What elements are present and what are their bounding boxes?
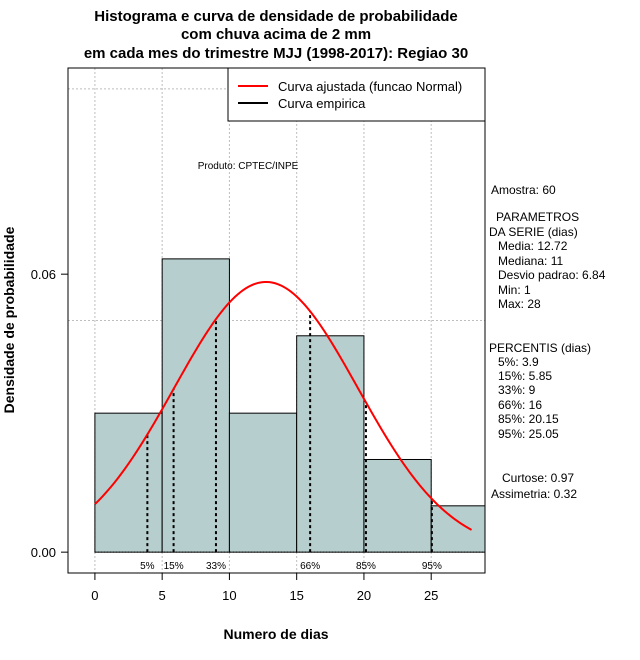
stat-min: Min: 1 bbox=[498, 283, 531, 297]
stat-p66: 66%: 16 bbox=[498, 398, 542, 412]
stat-media: Media: 12.72 bbox=[498, 239, 568, 253]
x-axis: 0 5 10 15 20 25 bbox=[91, 572, 438, 603]
grid-lines bbox=[68, 68, 485, 573]
legend-box bbox=[227, 67, 486, 122]
percentile-label-33pct: 33% bbox=[206, 561, 226, 572]
histogram-bar-3 bbox=[296, 335, 365, 553]
x-tick-label-0: 0 bbox=[91, 588, 98, 603]
stat-params-title-2: DA SERIE (dias) bbox=[489, 225, 578, 239]
histogram-bar-4 bbox=[363, 458, 432, 553]
y-tick-label-0: 0.00 bbox=[31, 545, 56, 560]
stat-curtose: Curtose: 0.97 bbox=[502, 471, 574, 485]
x-tick-label-5: 25 bbox=[424, 588, 438, 603]
stat-params-title-1: PARAMETROS bbox=[496, 210, 579, 224]
x-axis-title: Numero de dias bbox=[223, 626, 328, 642]
histogram-bar-0 bbox=[94, 412, 163, 553]
y-axis: 0.00 0.06 bbox=[31, 267, 68, 560]
y-axis-title: Densidade de probabilidade bbox=[1, 226, 17, 413]
stat-assimetria: Assimetria: 0.32 bbox=[491, 487, 577, 501]
product-note: Produto: CPTEC/INPE bbox=[198, 161, 299, 172]
stat-p33: 33%: 9 bbox=[498, 383, 536, 397]
fitted-curve bbox=[94, 280, 473, 531]
x-tick-label-3: 15 bbox=[289, 588, 303, 603]
histogram-bars bbox=[94, 258, 486, 553]
stats-panel: Amostra: 60 PARAMETROS DA SERIE (dias) M… bbox=[489, 183, 606, 501]
legend: Curva ajustada (funcao Normal) Curva emp… bbox=[227, 67, 486, 122]
stat-p85: 85%: 20.15 bbox=[498, 412, 559, 426]
percentile-label-5pct: 5% bbox=[140, 561, 155, 572]
x-tick-label-4: 20 bbox=[357, 588, 371, 603]
stat-mediana: Mediana: 11 bbox=[498, 254, 563, 268]
histogram-bar-1 bbox=[161, 258, 230, 553]
legend-label-empirical: Curva empirica bbox=[278, 96, 366, 111]
percentile-label-95pct: 95% bbox=[422, 561, 442, 572]
y-tick-label-1: 0.06 bbox=[31, 267, 56, 282]
legend-label-normal: Curva ajustada (funcao Normal) bbox=[278, 79, 462, 94]
histogram-bar-2 bbox=[228, 412, 298, 553]
stat-p5: 5%: 3.9 bbox=[498, 355, 539, 369]
stat-p15: 15%: 5.85 bbox=[498, 369, 552, 383]
x-tick-label-1: 5 bbox=[159, 588, 166, 603]
stat-percentis-title: PERCENTIS (dias) bbox=[489, 341, 591, 355]
normal-fit-curve bbox=[94, 280, 473, 531]
percentile-label-15pct: 15% bbox=[164, 561, 184, 572]
stat-p95: 95%: 25.05 bbox=[498, 427, 559, 441]
percentile-lines: 5% 15% 33% 66% 85% 95% bbox=[94, 311, 485, 572]
chart-title-line-3: em cada mes do trimestre MJJ (1998-2017)… bbox=[84, 45, 468, 62]
percentile-label-66pct: 66% bbox=[300, 561, 320, 572]
chart-title-line-1: Histograma e curva de densidade de proba… bbox=[94, 8, 457, 25]
histogram-bar-5 bbox=[430, 505, 486, 553]
stat-desvio: Desvio padrao: 6.84 bbox=[498, 268, 606, 282]
stat-amostra: Amostra: 60 bbox=[491, 183, 556, 197]
x-tick-label-2: 10 bbox=[222, 588, 236, 603]
percentile-label-85pct: 85% bbox=[356, 561, 376, 572]
stat-max: Max: 28 bbox=[498, 297, 541, 311]
chart-title-line-2: com chuva acima de 2 mm bbox=[181, 26, 371, 43]
